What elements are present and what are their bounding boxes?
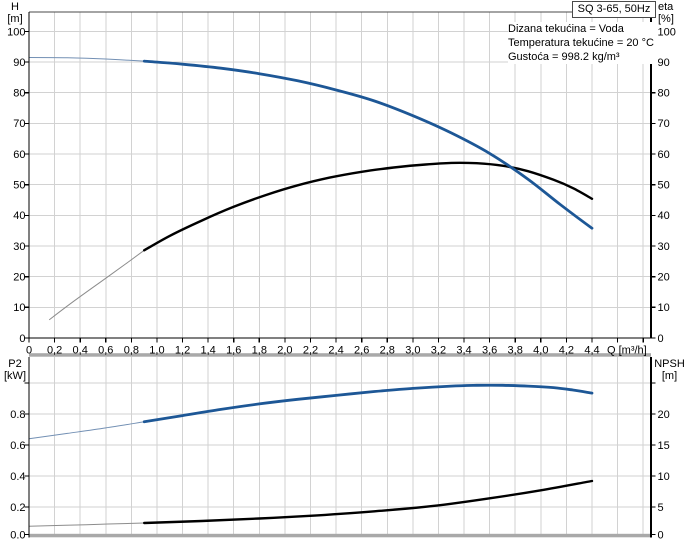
p2-curve-thin — [28, 421, 145, 440]
pump-model-badge: SQ 3-65, 50Hz — [572, 1, 656, 18]
info-line-density: Gustoća = 998.2 kg/m³ — [508, 51, 620, 63]
eta-tick-label: 70 — [658, 118, 670, 130]
p2-tick-label: 0.2 — [10, 502, 25, 514]
q-tick-label: 1,4 — [200, 344, 215, 356]
h-tick-label: 90 — [13, 57, 25, 69]
bottom-right-axis-title: NPSH [m] — [650, 358, 689, 382]
q-tick-label: 1,8 — [252, 344, 267, 356]
q-tick-label: 3,8 — [508, 344, 523, 356]
npsh-curve-thin — [28, 522, 145, 527]
npsh-curve — [143, 479, 594, 525]
head-curve — [142, 59, 594, 230]
eta-curve-thin — [49, 249, 145, 321]
q-tick-label: 4,0 — [533, 344, 548, 356]
q-tick-label: 2,6 — [354, 344, 369, 356]
h-tick-label: 100 — [7, 26, 25, 38]
q-tick-label: 3,6 — [482, 344, 497, 356]
eta-tick-label: 50 — [658, 180, 670, 192]
eta-tick-label: 30 — [658, 241, 670, 253]
eta-tick-label: 100 — [658, 26, 676, 38]
q-tick-label: 0,4 — [73, 344, 88, 356]
p2-axis-symbol: P2 — [8, 358, 22, 370]
head-curve-thin — [28, 57, 145, 62]
info-line-liquid: Dizana tekućina = Voda — [508, 23, 624, 35]
q-tick-label: 3,2 — [431, 344, 446, 356]
eta-tick-label: 10 — [658, 302, 670, 314]
q-tick-label: 3,4 — [456, 344, 471, 356]
p2-tick-label: 0.0 — [10, 529, 25, 541]
q-tick-label: 1,6 — [226, 344, 241, 356]
q-tick-label: 0,8 — [124, 344, 139, 356]
eta-tick-label: 80 — [658, 88, 670, 100]
q-tick-label: 4,2 — [559, 344, 574, 356]
h-tick-label: 70 — [13, 118, 25, 130]
npsh-tick-label: 0 — [658, 529, 664, 541]
h-tick-label: 0 — [19, 333, 25, 345]
npsh-tick-label: 5 — [658, 502, 664, 514]
bottom-left-axis-title: P2 [kW] — [1, 358, 29, 382]
h-tick-label: 80 — [13, 88, 25, 100]
liquid-info-block: Dizana tekućina = Voda Temperatura tekuć… — [508, 22, 656, 64]
npsh-axis-unit: [m] — [661, 370, 678, 382]
eta-curve — [143, 161, 594, 252]
p2-axis-unit: [kW] — [4, 370, 26, 382]
chart-separator-bar — [29, 353, 651, 357]
q-tick-label: 2,4 — [328, 344, 343, 356]
p2-tick-label: 0.8 — [10, 409, 25, 421]
eta-tick-label: 0 — [658, 333, 664, 345]
p2-tick-label: 0.6 — [10, 440, 25, 452]
top-left-axis-title: H [m] — [1, 1, 29, 25]
eta-axis-unit: [%] — [658, 13, 674, 25]
q-tick-label: 2,2 — [303, 344, 318, 356]
h-tick-label: 30 — [13, 241, 25, 253]
info-line-temperature: Temperatura tekućine = 20 °C — [508, 37, 654, 49]
q-tick-label: 0,6 — [98, 344, 113, 356]
eta-tick-label: 40 — [658, 210, 670, 222]
npsh-tick-label: 15 — [658, 440, 670, 452]
npsh-axis-symbol: NPSH — [654, 358, 685, 370]
p2-tick-label: 0.4 — [10, 471, 25, 483]
q-tick-label: 1,0 — [149, 344, 164, 356]
h-tick-label: 20 — [13, 272, 25, 284]
eta-tick-label: 20 — [658, 272, 670, 284]
h-tick-label: 60 — [13, 149, 25, 161]
q-tick-label: 2,8 — [380, 344, 395, 356]
p2-curve — [142, 383, 594, 424]
q-axis-unit-label: Q [m³/h] — [607, 344, 647, 356]
eta-axis-symbol: eta — [658, 1, 674, 13]
eta-tick-label: 90 — [658, 57, 670, 69]
q-tick-label: 4,4 — [584, 344, 599, 356]
h-axis-symbol: H — [11, 1, 19, 13]
q-tick-label: 0 — [26, 344, 32, 356]
q-tick-label: 1,2 — [175, 344, 190, 356]
npsh-tick-label: 10 — [658, 471, 670, 483]
eta-tick-label: 60 — [658, 149, 670, 161]
q-tick-label: 3,0 — [405, 344, 420, 356]
h-tick-label: 40 — [13, 210, 25, 222]
q-tick-label: 2,0 — [277, 344, 292, 356]
npsh-tick-label: 20 — [658, 409, 670, 421]
top-right-axis-title: eta [%] — [658, 1, 688, 25]
bottom-frame-bar — [29, 533, 651, 538]
h-axis-unit: [m] — [7, 13, 23, 25]
h-tick-label: 10 — [13, 302, 25, 314]
q-tick-label: 0,2 — [47, 344, 62, 356]
h-tick-label: 50 — [13, 180, 25, 192]
